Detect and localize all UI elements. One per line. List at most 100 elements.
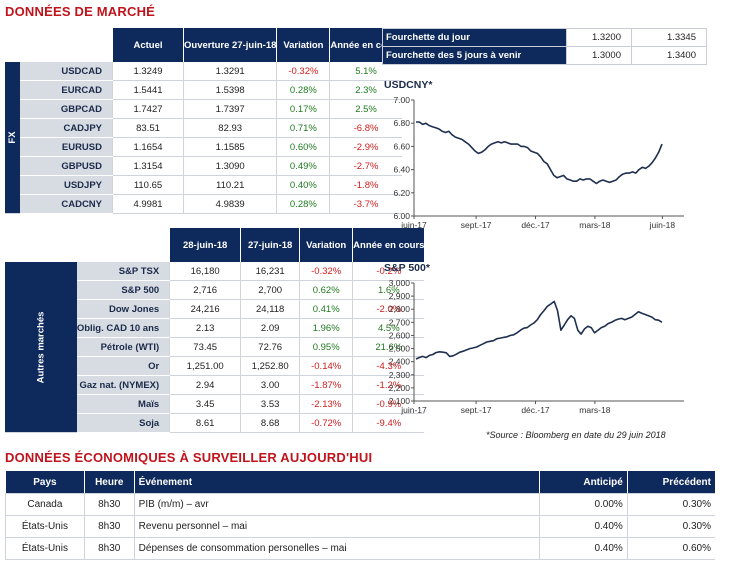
row-label: Dow Jones	[76, 299, 170, 319]
chart-0-y-tick-label: 7.00	[393, 95, 410, 105]
eco-evenement: Revenu personnel – mai	[133, 515, 540, 538]
eco-precedent: 0.30%	[626, 515, 715, 538]
value-annee: 21.6%	[352, 337, 425, 357]
market-row: Gaz nat. (NYMEX) 2.94 3.00 -1.87% -1.2%	[5, 375, 425, 395]
other-header-actuel: 28-juin-18	[169, 228, 241, 262]
value-ouverture: 1,252.80	[240, 356, 300, 376]
value-annee: 2.5%	[329, 99, 402, 119]
eco-anticipe: 0.00%	[539, 493, 628, 516]
row-label: USDCAD	[20, 62, 113, 81]
fx-table-block: Actuel Ouverture 27-juin-18 Variation An…	[5, 28, 402, 214]
value-ouverture: 24,118	[240, 299, 300, 319]
value-ouverture: 1.7397	[182, 99, 277, 119]
other-header-annee: Année en cours	[352, 228, 425, 262]
value-actuel: 73.45	[169, 337, 241, 357]
value-variation: 0.95%	[299, 337, 353, 357]
value-ouverture: 4.9839	[182, 194, 277, 214]
value-variation: -2.13%	[299, 394, 353, 414]
fx-table-body: FX USDCAD 1.3249 1.3291 -0.32% 5.1% EURCAD 1.54…	[5, 62, 402, 214]
chart-1-x-tick-label: mars-18	[579, 405, 610, 415]
value-variation: -0.72%	[299, 413, 353, 433]
row-label: Pétrole (WTI)	[76, 337, 170, 357]
chart-0-series-line	[416, 121, 663, 185]
chart-1-y-tick-label: 3,000	[389, 278, 411, 288]
value-annee: -1.2%	[352, 375, 425, 395]
eco-heure: 8h30	[83, 493, 135, 516]
usdcny-chart: 6.00 6.20 6.40 6.60 6.80 7.00 juin-17 sept.-17 d…	[393, 95, 684, 230]
value-ouverture: 8.68	[240, 413, 300, 433]
fourchette-label: Fourchette des 5 jours à venir	[382, 46, 567, 65]
value-ouverture: 72.76	[240, 337, 300, 357]
chart-1-y-tick-label: 2,800	[389, 304, 411, 314]
chart-1-y-tick-label: 2,900	[389, 291, 411, 301]
value-actuel: 2.94	[169, 375, 241, 395]
value-variation: 0.62%	[299, 280, 353, 300]
market-row: Soja 8.61 8.68 -0.72% -9.4%	[5, 413, 425, 433]
eco-pays: États-Unis	[5, 537, 85, 560]
eco-header-heure: Heure	[83, 471, 135, 494]
value-annee: -0.2%	[352, 262, 425, 281]
chart-1-x-tick-label: sept.-17	[461, 405, 492, 415]
row-label: CADJPY	[20, 118, 113, 138]
market-row: Maïs 3.45 3.53 -2.13% -0.9%	[5, 394, 425, 414]
row-label: Oblig. CAD 10 ans	[76, 318, 170, 338]
fourchette-row: Fourchette des 5 jours à venir 1.3000 1.…	[382, 46, 707, 65]
value-actuel: 1,251.00	[169, 356, 241, 376]
chart-1-y-tick-label: 2,700	[389, 317, 411, 327]
chart-1-x-tick-label: juin-17	[400, 405, 427, 415]
value-variation: 0.71%	[276, 118, 330, 138]
row-label: Gaz nat. (NYMEX)	[76, 375, 170, 395]
chart-0-y-tick-label: 6.60	[393, 141, 410, 151]
fx-header-variation: Variation	[276, 28, 330, 62]
eco-table: Pays Heure Événement Anticipé Précédent …	[5, 471, 715, 560]
market-row: Dow Jones 24,216 24,118 0.41% -2.0%	[5, 299, 425, 319]
eco-table-block: Pays Heure Événement Anticipé Précédent …	[5, 471, 715, 560]
value-annee: -4.3%	[352, 356, 425, 376]
value-annee: -0.9%	[352, 394, 425, 414]
sp500-chart-title: S&P 500*	[384, 262, 430, 274]
chart-1-y-tick-label: 2,400	[389, 357, 411, 367]
value-actuel: 1.3249	[112, 62, 184, 81]
market-row: GBPCAD 1.7427 1.7397 0.17% 2.5%	[5, 99, 402, 119]
value-actuel: 1.7427	[112, 99, 184, 119]
market-row: EURUSD 1.1654 1.1585 0.60% -2.9%	[5, 137, 402, 157]
value-variation: -0.14%	[299, 356, 353, 376]
market-row: CADJPY 83.51 82.93 0.71% -6.8%	[5, 118, 402, 138]
value-actuel: 2,716	[169, 280, 241, 300]
value-annee: -2.0%	[352, 299, 425, 319]
market-row: USDJPY 110.65 110.21 0.40% -1.8%	[5, 175, 402, 195]
value-annee: -2.7%	[329, 156, 402, 176]
chart-1-y-tick-label: 2,300	[389, 370, 411, 380]
value-annee: 5.1%	[329, 62, 402, 81]
market-row: Pétrole (WTI) 73.45 72.76 0.95% 21.6%	[5, 337, 425, 357]
other-table-block: 28-juin-18 27-juin-18 Variation Année en…	[5, 228, 425, 433]
eco-header-anticipe: Anticipé	[539, 471, 628, 494]
value-actuel: 3.45	[169, 394, 241, 414]
eco-pays: États-Unis	[5, 515, 85, 538]
chart-0-y-tick-label: 6.00	[393, 211, 410, 221]
value-actuel: 83.51	[112, 118, 184, 138]
value-ouverture: 1.5398	[182, 80, 277, 100]
market-row: Autres marchés S&P TSX 16,180 16,231 -0.32% -…	[5, 262, 425, 433]
eco-row: Canada 8h30 PIB (m/m) – avr 0.00% 0.30%	[5, 493, 715, 516]
value-variation: 0.17%	[276, 99, 330, 119]
other-header-variation: Variation	[299, 228, 353, 262]
other-table: 28-juin-18 27-juin-18 Variation Année en…	[5, 228, 425, 433]
eco-header-evenement: Événement	[133, 471, 540, 494]
sp500-chart: 2,100 2,200 2,300 2,400 2,500 2,600 2,700 2,800…	[389, 278, 684, 415]
market-row: CADCNY 4.9981 4.9839 0.28% -3.7%	[5, 194, 402, 214]
chart-0-x-tick-label: déc.-17	[521, 220, 550, 230]
eco-evenement: PIB (m/m) – avr	[133, 493, 540, 516]
value-ouverture: 16,231	[240, 262, 300, 281]
eco-row: États-Unis 8h30 Revenu personnel – mai 0.40…	[5, 515, 715, 538]
value-ouverture: 3.53	[240, 394, 300, 414]
value-variation: 0.28%	[276, 80, 330, 100]
chart-1-y-tick-label: 2,200	[389, 383, 411, 393]
value-ouverture: 2,700	[240, 280, 300, 300]
row-label: CADCNY	[20, 194, 113, 214]
eco-anticipe: 0.40%	[539, 515, 628, 538]
value-actuel: 110.65	[112, 175, 184, 195]
eco-evenement: Dépenses de consommation personelles – m…	[133, 537, 540, 560]
value-actuel: 1.5441	[112, 80, 184, 100]
value-annee: 1.6%	[352, 280, 425, 300]
